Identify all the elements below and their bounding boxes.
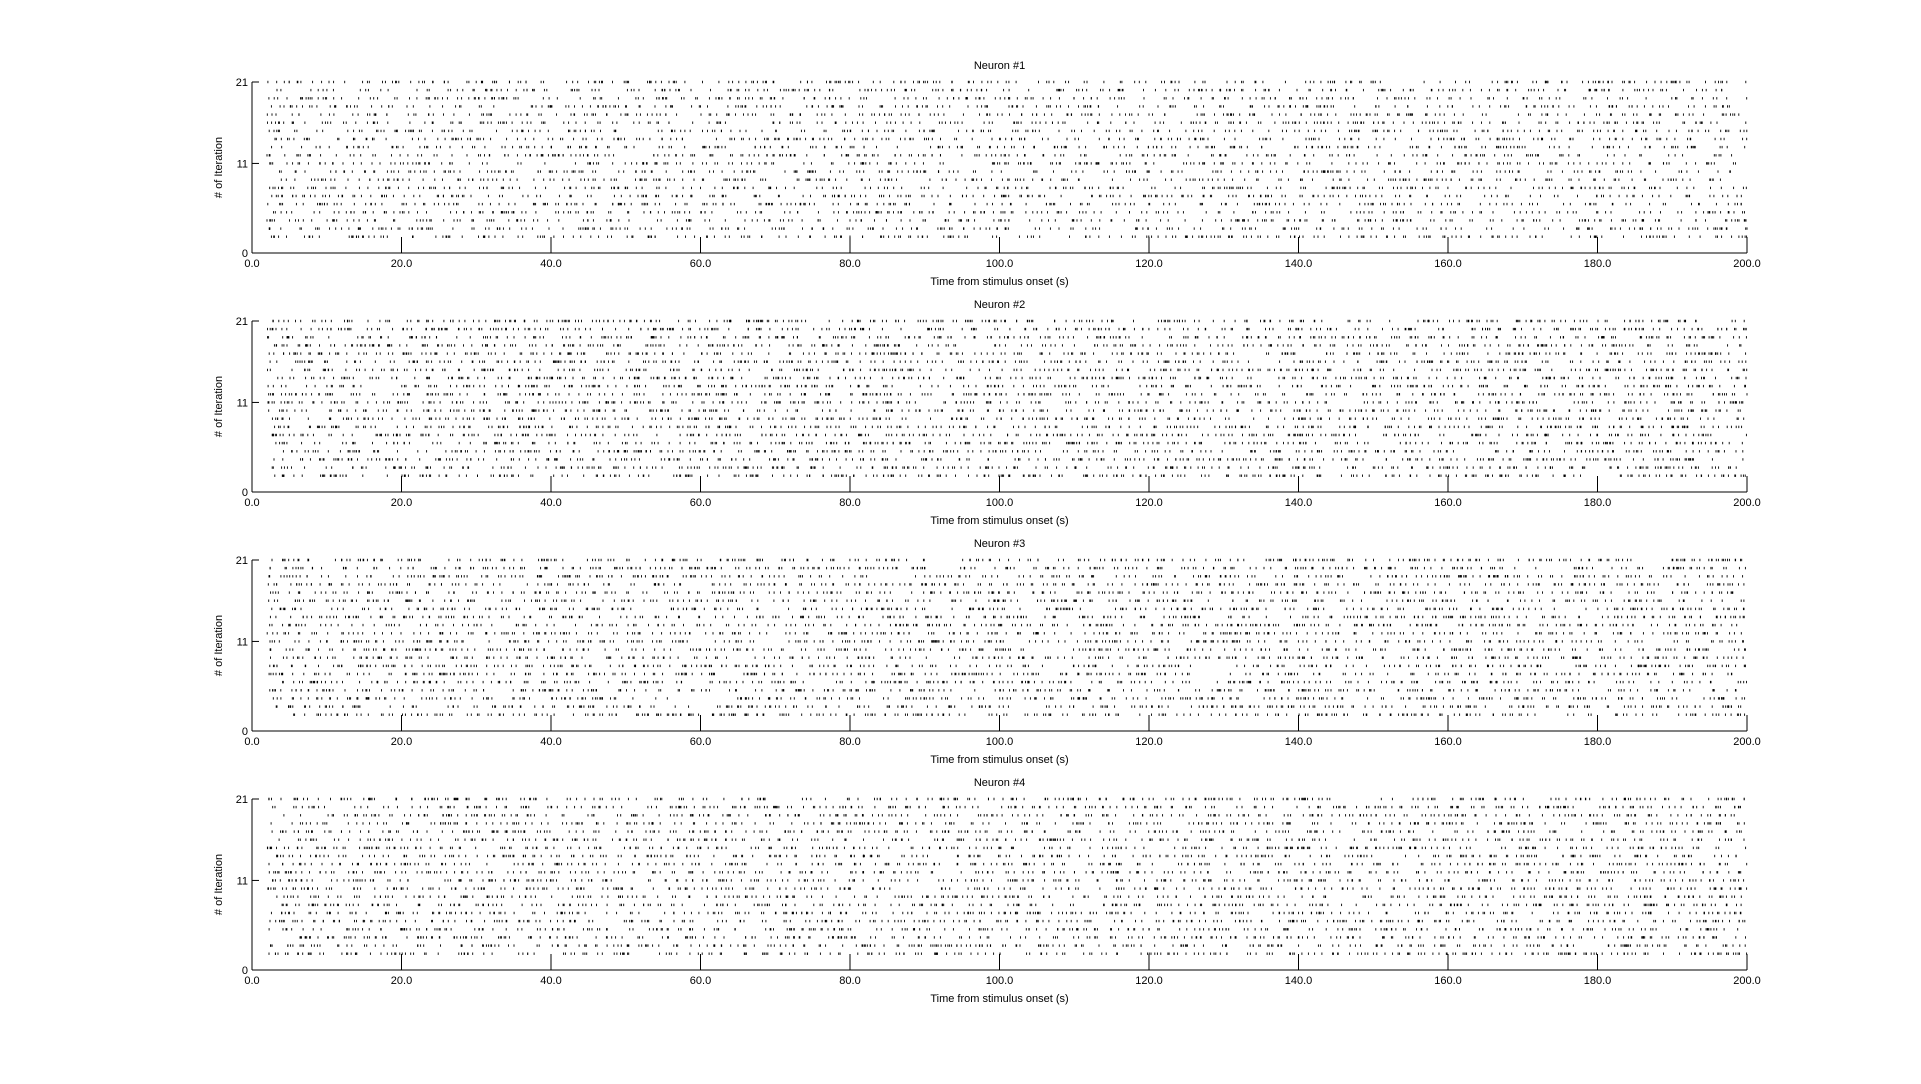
x-tick-label: 0.0 <box>244 497 259 509</box>
x-tick-label: 20.0 <box>391 258 412 270</box>
tick-labels: 0.0 20.0 40.0 60.0 80.0 100.0 120.0 140.… <box>236 316 1761 509</box>
x-tick-label: 60.0 <box>690 258 711 270</box>
x-tick-label: 20.0 <box>391 497 412 509</box>
raster-row <box>266 219 1747 222</box>
x-tick-label: 180.0 <box>1584 497 1612 509</box>
raster-row <box>267 202 1742 206</box>
panel-title: Neuron #2 <box>974 299 1025 311</box>
y-tick-label: 11 <box>237 397 248 409</box>
raster-row <box>269 162 1736 165</box>
raster-row <box>273 211 1745 214</box>
x-tick-label: 120.0 <box>1135 497 1163 509</box>
x-tick-label: 160.0 <box>1434 497 1462 509</box>
x-tick-label: 40.0 <box>540 258 561 270</box>
x-tick-label: 200.0 <box>1733 497 1761 509</box>
x-tick-label: 160.0 <box>1434 258 1462 270</box>
raster-row <box>274 474 1746 477</box>
raster-row <box>268 97 1748 100</box>
raster-row <box>267 121 1747 124</box>
y-axis-label: # of Iteration <box>213 376 225 437</box>
raster-row <box>271 145 1746 149</box>
x-tick-label: 80.0 <box>839 258 860 270</box>
x-axis-label: Time from stimulus onset (s) <box>930 276 1068 288</box>
x-tick-label: 0.0 <box>244 258 259 270</box>
raster-row <box>269 186 1747 190</box>
raster-row <box>266 113 1740 116</box>
x-tick-label: 40.0 <box>540 497 561 509</box>
x-tick-label: 60.0 <box>690 497 711 509</box>
raster-row <box>274 137 1748 141</box>
raster-row <box>279 170 1731 173</box>
y-tick-label: 21 <box>236 77 248 89</box>
raster-row <box>267 80 1747 84</box>
raster-row <box>268 227 1748 230</box>
x-tick-label: 100.0 <box>986 497 1014 509</box>
x-axis-label: Time from stimulus onset (s) <box>930 515 1068 527</box>
y-tick-label: 0 <box>242 248 248 260</box>
x-tick-label: 200.0 <box>1733 258 1761 270</box>
raster-row <box>268 129 1748 133</box>
plot-area <box>251 80 1748 254</box>
panel-title: Neuron #1 <box>974 60 1025 72</box>
raster-row <box>270 235 1748 238</box>
raster-panel-2: Neuron #2 # of Iteration Time from stimu… <box>213 299 1761 527</box>
raster-row <box>271 194 1742 198</box>
y-axis-label: # of Iteration <box>213 137 225 198</box>
x-tick-label: 100.0 <box>986 258 1014 270</box>
tick-labels: 0.0 20.0 40.0 60.0 80.0 100.0 120.0 140.… <box>236 77 1761 270</box>
raster-panel-1: Neuron #1 # of Iteration Time from stimu… <box>213 60 1761 288</box>
y-tick-label: 11 <box>237 158 248 170</box>
y-tick-label: 0 <box>242 487 248 499</box>
x-tick-label: 120.0 <box>1135 258 1163 270</box>
raster-row <box>266 154 1733 157</box>
x-tick-label: 180.0 <box>1584 258 1612 270</box>
x-tick-label: 140.0 <box>1285 497 1313 509</box>
y-tick-label: 21 <box>236 316 248 328</box>
raster-row <box>270 105 1730 108</box>
plot-area <box>251 319 1748 493</box>
raster-row <box>276 88 1723 92</box>
raster-row <box>280 178 1721 181</box>
x-tick-label: 80.0 <box>839 497 860 509</box>
x-tick-label: 140.0 <box>1285 258 1313 270</box>
